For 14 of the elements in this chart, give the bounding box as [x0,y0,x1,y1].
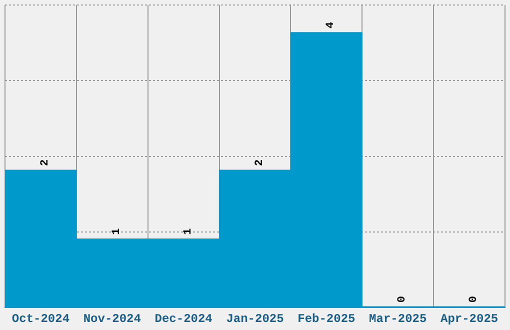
data-label: 4 [325,22,338,29]
x-tick-label: Dec-2024 [154,312,212,326]
x-tick-label: Feb-2025 [298,312,356,326]
data-label: 2 [39,159,52,166]
data-label: 1 [182,228,194,235]
x-tick-label: Mar-2025 [369,312,427,326]
x-tick-label: Jan-2025 [226,312,284,326]
x-tick-label: Apr-2025 [440,312,498,326]
x-tick-label: Oct-2024 [12,312,70,326]
data-label: 2 [254,159,266,166]
x-tick-label: Nov-2024 [83,312,141,326]
data-label: 0 [396,296,409,303]
data-label: 0 [468,296,480,303]
data-label: 1 [110,228,123,235]
